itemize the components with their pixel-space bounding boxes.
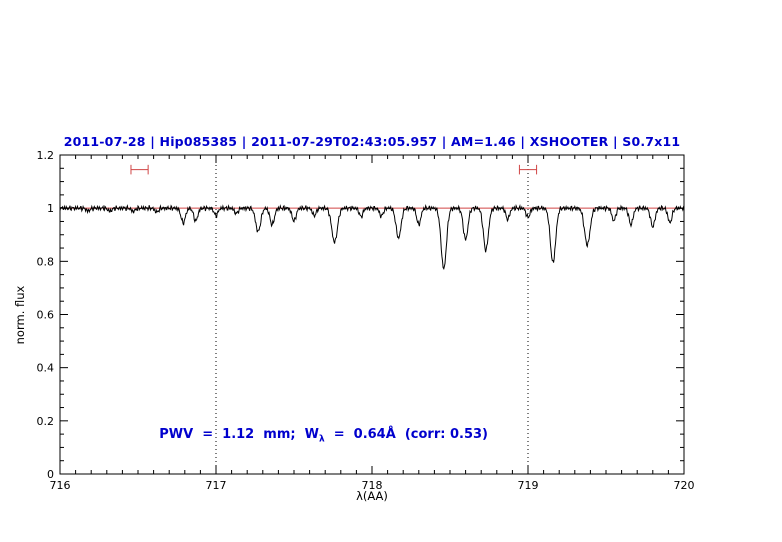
svg-text:0.8: 0.8 (37, 255, 55, 268)
pwv-annotation: PWV = 1.12 mm; Wλ = 0.64Å (corr: 0.53) (141, 412, 488, 460)
svg-text:719: 719 (518, 479, 539, 492)
svg-text:720: 720 (674, 479, 695, 492)
pwv-annotation-subscript: λ (318, 434, 325, 445)
svg-text:0.6: 0.6 (37, 309, 55, 322)
svg-text:0.4: 0.4 (37, 362, 55, 375)
svg-text:718: 718 (362, 479, 383, 492)
spectrum-line (59, 203, 685, 270)
x-axis-label: λ(AA) (356, 489, 388, 503)
svg-text:716: 716 (50, 479, 71, 492)
range-markers (130, 164, 538, 175)
plot-title: 2011-07-28 | Hip085385 | 2011-07-29T02:4… (63, 134, 681, 149)
svg-text:0.2: 0.2 (37, 415, 55, 428)
svg-text:717: 717 (206, 479, 227, 492)
tick-labels: 716 717 718 719 720 0 0.2 0.4 0.6 0.8 1 1.2 (37, 149, 695, 492)
pwv-annotation-suffix: = 0.64Å (corr: 0.53) (324, 426, 488, 442)
svg-text:1.2: 1.2 (37, 149, 55, 162)
svg-text:1: 1 (47, 202, 54, 215)
axes (59, 154, 685, 475)
pwv-annotation-prefix: PWV = 1.12 mm; W (159, 426, 319, 442)
svg-text:0: 0 (47, 468, 54, 481)
